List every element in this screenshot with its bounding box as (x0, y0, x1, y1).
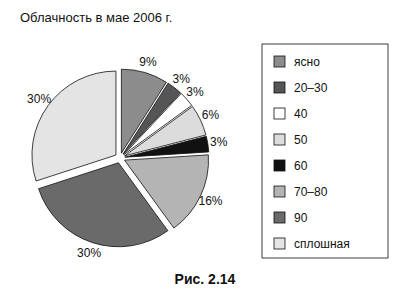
pie (32, 69, 209, 247)
data-label: 6% (202, 108, 220, 122)
data-labels: 9%3%3%6%3%16%30%30% (27, 55, 228, 260)
legend-label: 40 (294, 107, 308, 121)
legend-swatch (274, 186, 285, 197)
data-label: 3% (210, 135, 228, 149)
legend-label: 70–80 (294, 185, 328, 199)
legend-swatch (274, 134, 285, 145)
chart: Облачность в мае 2006 г. Рис. 2.14 9% 3% 3% 6… (0, 0, 398, 296)
legend-frame (262, 44, 388, 258)
legend-label: 50 (294, 133, 308, 147)
legend-item: 90 (274, 211, 308, 225)
data-label: 3% (186, 85, 204, 99)
data-label: 30% (27, 92, 51, 106)
legend-item: 70–80 (274, 185, 328, 199)
legend-item: сплошная (274, 237, 350, 251)
legend-swatch (274, 238, 285, 249)
legend-item: 60 (274, 159, 308, 173)
legend-item: 20–30 (274, 81, 328, 95)
data-label: 9% (139, 55, 157, 69)
legend: ясно 20–30 40 50 60 70–80 90 сплошная (262, 44, 388, 258)
legend-swatch (274, 56, 285, 67)
legend-item: ясно (274, 55, 320, 69)
legend-label: сплошная (294, 237, 350, 251)
data-label: 30% (77, 246, 101, 260)
legend-swatch (274, 212, 285, 223)
caption: Рис. 2.14 (175, 271, 236, 287)
legend-item: 40 (274, 107, 308, 121)
legend-label: 90 (294, 211, 308, 225)
legend-swatch (274, 160, 285, 171)
legend-swatch (274, 82, 285, 93)
pie-slice (125, 136, 209, 157)
legend-label: ясно (294, 55, 320, 69)
legend-label: 20–30 (294, 81, 328, 95)
title: Облачность в мае 2006 г. (20, 10, 172, 25)
legend-item: 50 (274, 133, 308, 147)
legend-swatch (274, 108, 285, 119)
pie-slice (39, 163, 168, 247)
legend-label: 60 (294, 159, 308, 173)
pie-slice (32, 71, 116, 181)
data-label: 16% (198, 194, 222, 208)
